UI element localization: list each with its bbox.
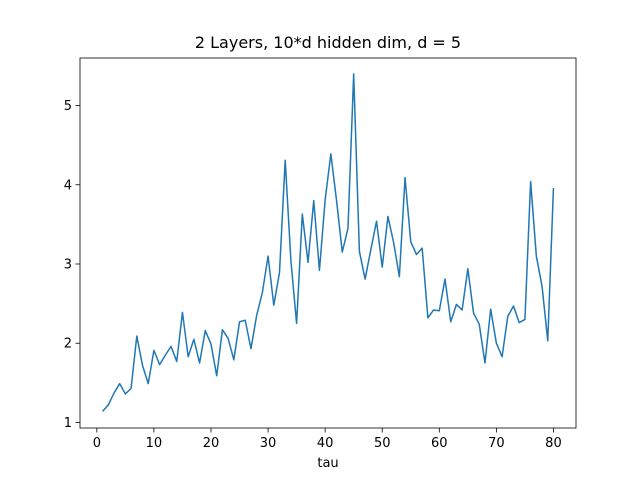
chart-title: 2 Layers, 10*d hidden dim, d = 5 bbox=[195, 33, 461, 52]
series-line-0 bbox=[101, 73, 555, 412]
y-tick-label: 1 bbox=[64, 416, 72, 431]
y-tick-label: 2 bbox=[64, 337, 72, 352]
y-tick-label: 4 bbox=[64, 178, 72, 193]
y-tick-label: 5 bbox=[64, 99, 72, 114]
x-tick-label: 30 bbox=[260, 436, 277, 451]
x-tick-label: 80 bbox=[545, 436, 562, 451]
x-tick-label: 40 bbox=[317, 436, 334, 451]
x-tick-label: 20 bbox=[203, 436, 220, 451]
x-tick-label: 50 bbox=[374, 436, 391, 451]
y-tick-label: 3 bbox=[64, 257, 72, 272]
x-tick-label: 60 bbox=[431, 436, 448, 451]
x-axis-title: tau bbox=[317, 456, 338, 471]
plot-frame bbox=[79, 57, 577, 429]
x-tick-label: 0 bbox=[93, 436, 101, 451]
x-tick-label: 10 bbox=[146, 436, 163, 451]
x-tick-label: 70 bbox=[488, 436, 505, 451]
